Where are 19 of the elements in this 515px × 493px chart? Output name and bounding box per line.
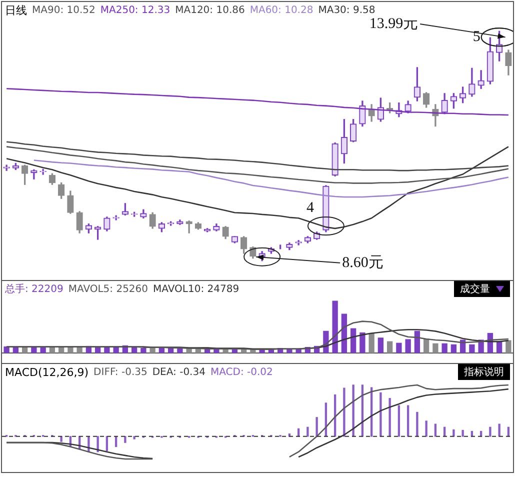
annotation: 13.99元 <box>369 16 418 32</box>
text: DIFF: -0.35 <box>94 366 148 378</box>
chart-title: 日线 <box>5 2 27 18</box>
text: 成交量 <box>460 282 490 296</box>
annotation: 4 <box>306 200 314 216</box>
text: MA90: 10.52 <box>32 4 96 16</box>
text: MA250: 12.33 <box>100 4 170 16</box>
chart-title: MACD(12,26,9) <box>5 366 89 378</box>
text: 总手: 22209 <box>5 282 64 296</box>
text: MA120: 10.86 <box>175 4 245 16</box>
text: MAVOL5: 25260 <box>68 284 148 294</box>
text: MA60: 10.28 <box>250 4 314 16</box>
text: MA30: 9.58 <box>318 4 376 16</box>
text: 指标说明 <box>464 366 504 379</box>
text: MAVOL10: 24789 <box>153 284 240 294</box>
text: MACD: -0.02 <box>210 366 273 378</box>
annotation: 8.60元 <box>342 254 384 271</box>
text: DEA: -0.34 <box>152 366 206 378</box>
annotation: 5 <box>472 29 480 46</box>
